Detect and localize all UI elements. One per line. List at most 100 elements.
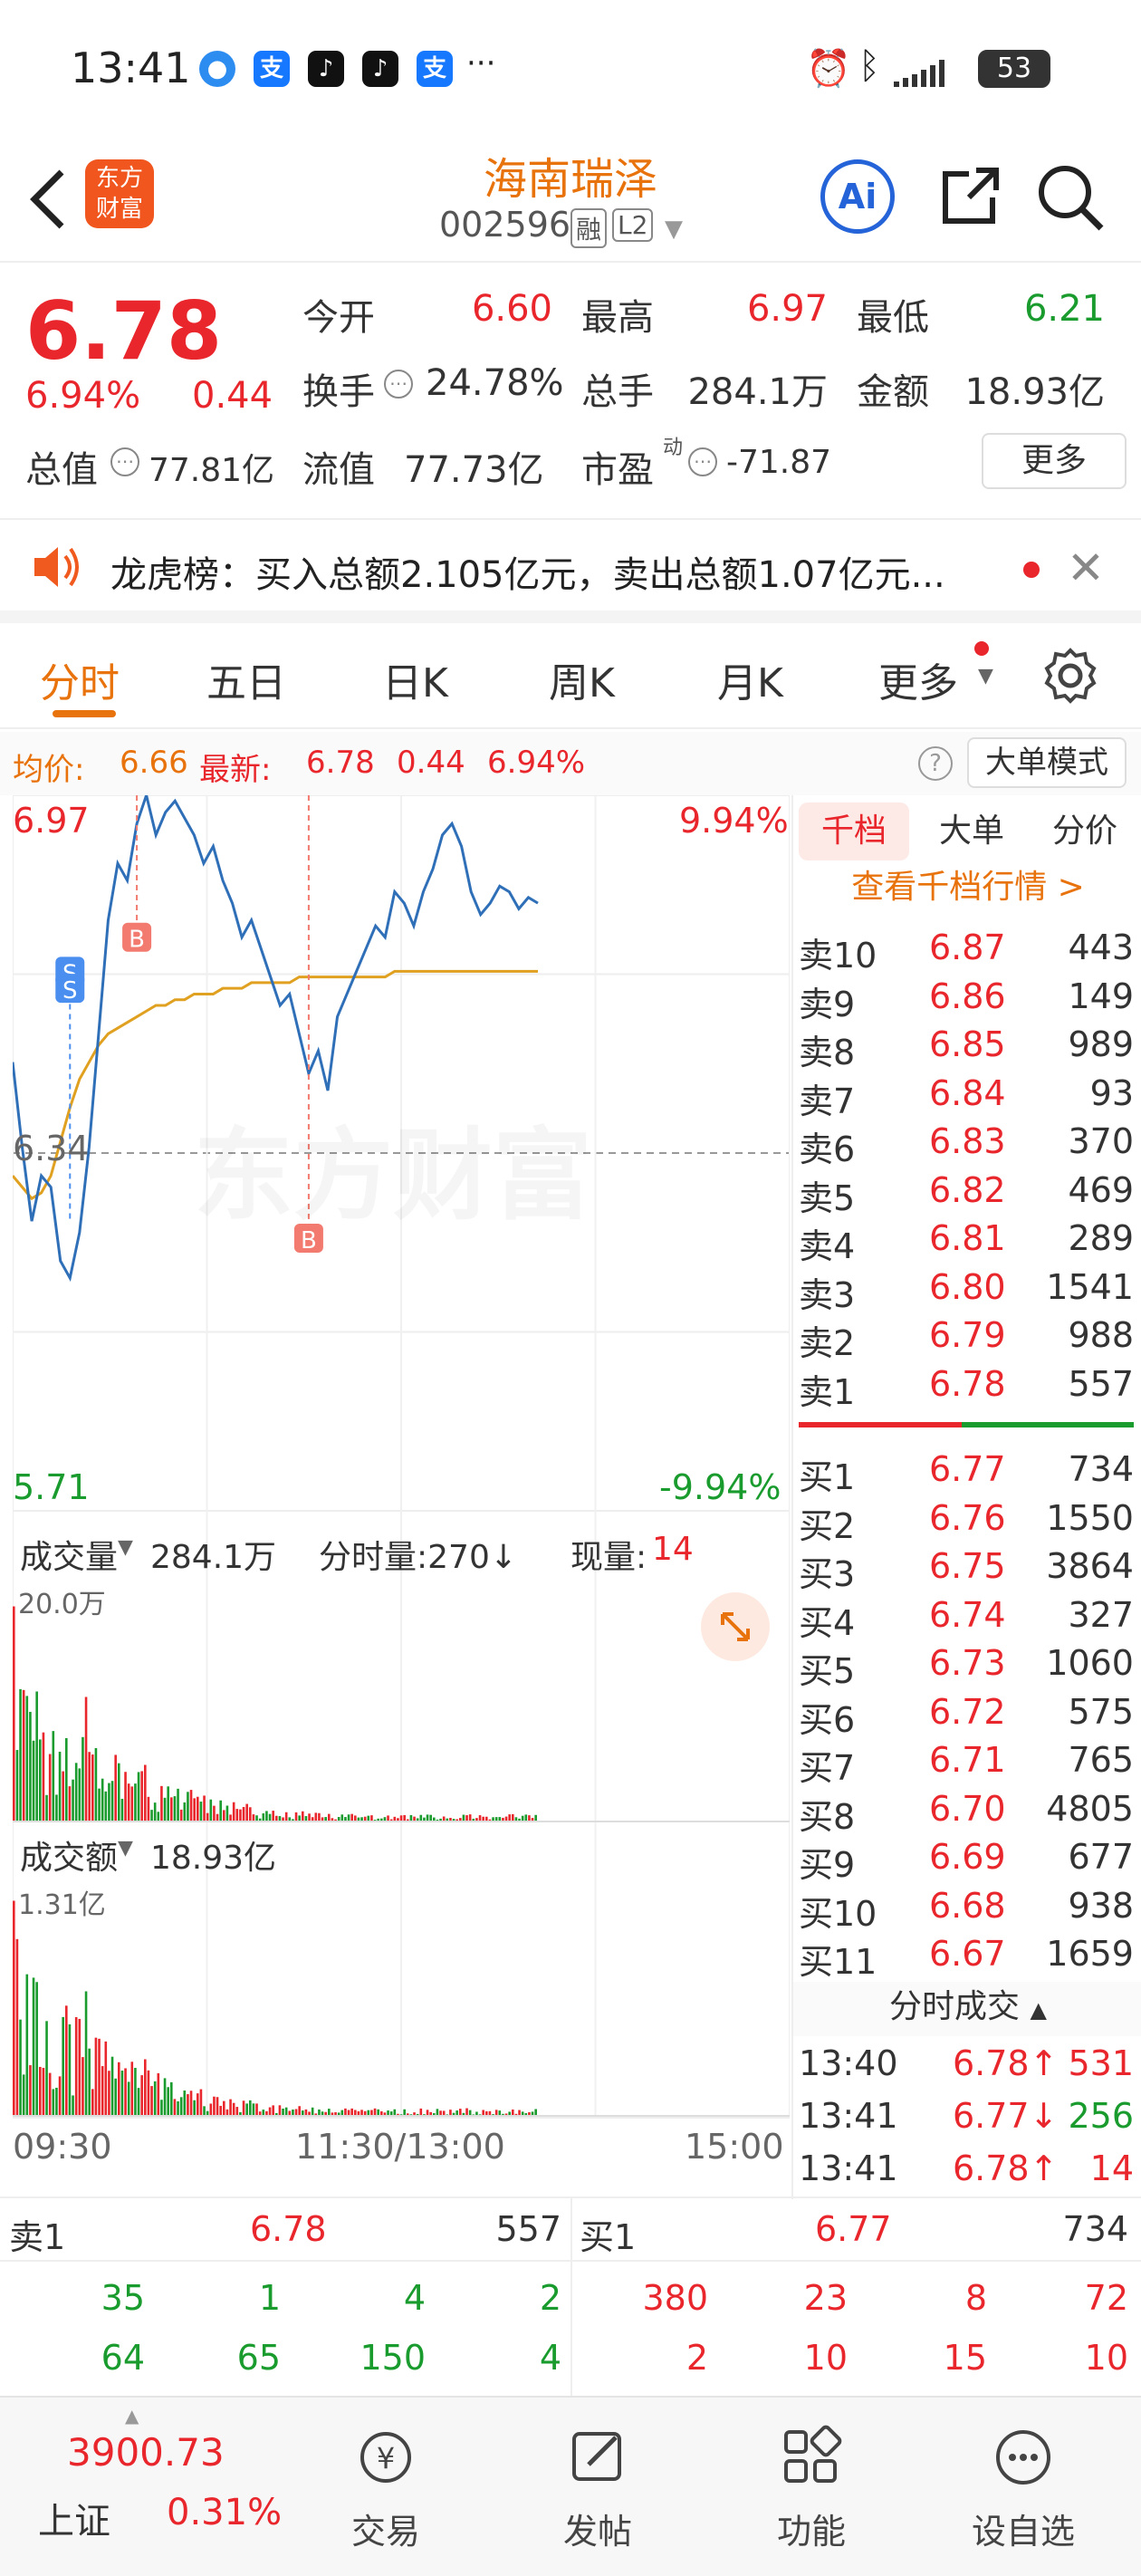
bid-row[interactable]: 买7 6.71 765 (793, 1740, 1141, 1789)
index-value[interactable]: 3900.73 (67, 2430, 225, 2475)
nav-post[interactable]: 发帖 (534, 2425, 661, 2553)
amount-bar (153, 2081, 157, 2116)
volume-bar (397, 1818, 399, 1821)
index-pct[interactable]: 0.31% (167, 2492, 283, 2533)
volume-bar (459, 1818, 462, 1821)
bid-row-price: 6.77 (929, 1449, 1006, 1489)
more-button[interactable]: 更多 (982, 433, 1127, 489)
gear-icon[interactable] (1041, 647, 1099, 708)
ask-row[interactable]: 卖8 6.85 989 (793, 1024, 1141, 1073)
bid-row[interactable]: 买2 6.76 1550 (793, 1498, 1141, 1547)
bid-row[interactable]: 买9 6.69 677 (793, 1837, 1141, 1886)
info-icon[interactable]: ⋯ (110, 447, 139, 476)
back-arrow-icon[interactable] (25, 163, 71, 250)
amount-bar (144, 2059, 147, 2116)
news-ticker[interactable]: 龙虎榜：买入总额2.105亿元，卖出总额1.07亿元... ✕ (0, 518, 1141, 623)
ask-row[interactable]: 卖5 6.82 469 (793, 1170, 1141, 1219)
ask-row[interactable]: 卖2 6.79 988 (793, 1315, 1141, 1364)
ask-row[interactable]: 卖4 6.81 289 (793, 1218, 1141, 1267)
share-icon[interactable] (933, 161, 1005, 237)
amount-bar (183, 2090, 187, 2116)
tab-big-order[interactable]: 大单 (938, 812, 1004, 850)
bid-row[interactable]: 买3 6.75 3864 (793, 1546, 1141, 1595)
volume-bar (114, 1754, 117, 1821)
tab-thousand-level[interactable]: 千档 (799, 803, 909, 860)
bid-row[interactable]: 买4 6.74 327 (793, 1595, 1141, 1644)
bid-row[interactable]: 买11 6.67 1659 (793, 1934, 1141, 1983)
volume-label[interactable]: 成交量 (20, 1539, 119, 1576)
divider (570, 2198, 572, 2398)
caret-up-icon[interactable]: ▲ (125, 2405, 139, 2427)
amount-bar (521, 2111, 524, 2116)
nav-watchlist[interactable]: 设自选 (960, 2425, 1087, 2553)
volume-value: 284.1万 (687, 371, 828, 413)
bid-row[interactable]: 买8 6.70 4805 (793, 1789, 1141, 1838)
view-thousand-level-link[interactable]: 查看千档行情 > (851, 869, 1085, 906)
volume-bar (160, 1785, 163, 1821)
amount-bar (524, 2113, 528, 2116)
chevron-down-icon[interactable]: ▼ (118, 1837, 133, 1860)
volume-bar (389, 1819, 393, 1821)
volume-bar (294, 1812, 298, 1821)
avg-value: 6.66 (120, 745, 188, 781)
bid-row[interactable]: 买6 6.72 575 (793, 1692, 1141, 1741)
info-icon[interactable]: ⋯ (688, 447, 717, 476)
tab-five-day[interactable]: 五日 (206, 660, 286, 706)
chart-svg[interactable]: BBSS (13, 795, 790, 2195)
tab-monthly-k[interactable]: 月K (717, 660, 783, 706)
last-label: 最新: (199, 752, 272, 788)
chevron-down-icon[interactable]: ▼ (118, 1536, 133, 1559)
nav-functions[interactable]: 功能 (748, 2425, 875, 2553)
dropdown-caret-icon[interactable]: ▼ (665, 216, 683, 243)
nav-trade[interactable]: ¥ 交易 (322, 2425, 449, 2553)
tab-weekly-k[interactable]: 周K (549, 660, 615, 706)
amount-bar (239, 2111, 242, 2116)
volume-bar (157, 1812, 160, 1821)
logo-text-2: 财富 (95, 196, 143, 223)
ask-row[interactable]: 卖6 6.83 370 (793, 1121, 1141, 1170)
big-order-mode-button[interactable]: 大单模式 (967, 737, 1127, 788)
ai-assistant-icon[interactable]: Ai (820, 159, 895, 234)
buy-tick: 380 (642, 2278, 708, 2318)
min-price-label: 5.71 (13, 1467, 90, 1507)
close-icon[interactable]: ✕ (1067, 542, 1105, 594)
info-icon[interactable]: ⋯ (384, 370, 413, 399)
low-value: 6.21 (1023, 288, 1105, 330)
amount-bar (504, 2113, 508, 2116)
ask-row[interactable]: 卖10 6.87 443 (793, 928, 1141, 976)
index-name[interactable]: 上证 (38, 2501, 110, 2542)
bid-row-label: 买1 (799, 1457, 856, 1497)
bid-row[interactable]: 买10 6.68 938 (793, 1886, 1141, 1935)
stock-header: 东方 财富 海南瑞泽 002596 融 L2 ▼ Ai (0, 136, 1141, 263)
volume-bar (104, 1791, 108, 1821)
tab-more[interactable]: 更多 (878, 660, 958, 706)
volume-bar (147, 1796, 150, 1821)
tab-intraday[interactable]: 分时 (40, 660, 120, 706)
search-icon[interactable] (1032, 159, 1108, 239)
ask-row-volume: 289 (1068, 1218, 1134, 1258)
tab-daily-k[interactable]: 日K (382, 660, 448, 706)
ask-row[interactable]: 卖1 6.78 557 (793, 1364, 1141, 1413)
buy1-volume: 734 (1062, 2209, 1128, 2249)
tab-price-distribution[interactable]: 分价 (1051, 812, 1117, 850)
volume-bar (225, 1805, 229, 1821)
volume-unit[interactable]: 分时量:270↓ (319, 1539, 518, 1576)
help-icon[interactable]: ? (918, 746, 953, 781)
current-price: 6.78 (25, 284, 223, 378)
news-text[interactable]: 龙虎榜：买入总额2.105亿元，卖出总额1.07亿元... (110, 554, 945, 596)
amount-label[interactable]: 成交额 (20, 1840, 119, 1877)
amount-bar (311, 2107, 314, 2116)
stock-name[interactable]: 海南瑞泽 (483, 154, 657, 205)
ask-row[interactable]: 卖3 6.80 1541 (793, 1267, 1141, 1316)
bid-row[interactable]: 买1 6.77 734 (793, 1449, 1141, 1498)
volume-header: 成交量 ▼ 284.1万 分时量:270↓ 现量: 14 (13, 1520, 790, 1583)
volume-bar (377, 1818, 379, 1821)
trades-header[interactable]: 分时成交 ▲ (793, 1982, 1141, 2036)
ask-row[interactable]: 卖9 6.86 149 (793, 976, 1141, 1025)
ask-row[interactable]: 卖7 6.84 93 (793, 1073, 1141, 1122)
expand-icon[interactable] (701, 1592, 770, 1661)
ask-row-label: 卖3 (799, 1274, 856, 1315)
bid-row[interactable]: 买5 6.73 1060 (793, 1643, 1141, 1692)
bid-divider (962, 1422, 1134, 1427)
